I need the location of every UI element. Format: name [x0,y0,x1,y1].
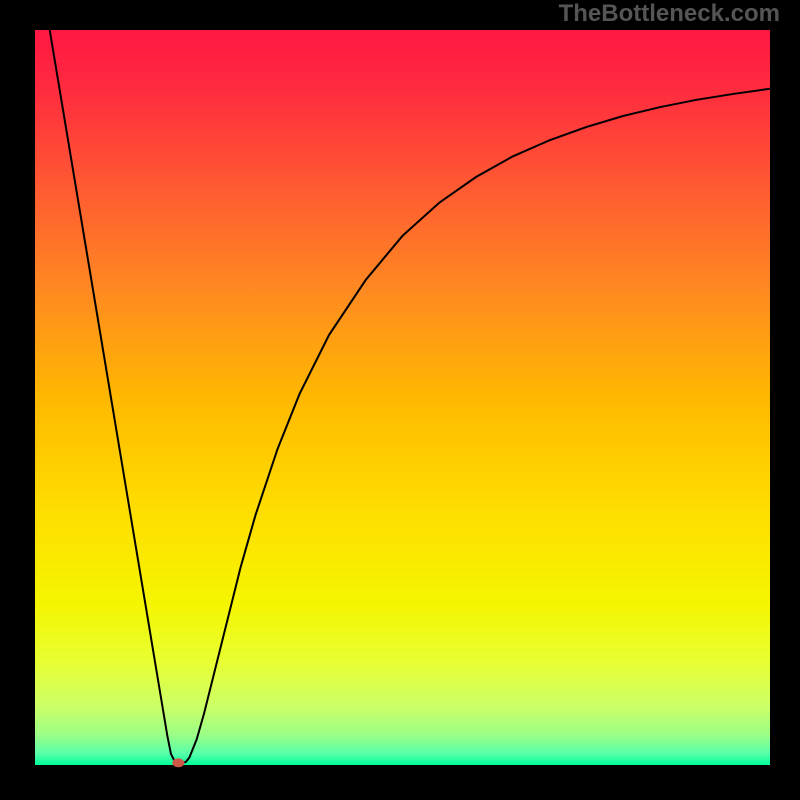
watermark-text: TheBottleneck.com [559,0,780,28]
plot-background [35,30,770,765]
chart-container: TheBottleneck.com [0,0,800,800]
minimum-marker [172,758,184,767]
chart-svg [0,0,800,800]
